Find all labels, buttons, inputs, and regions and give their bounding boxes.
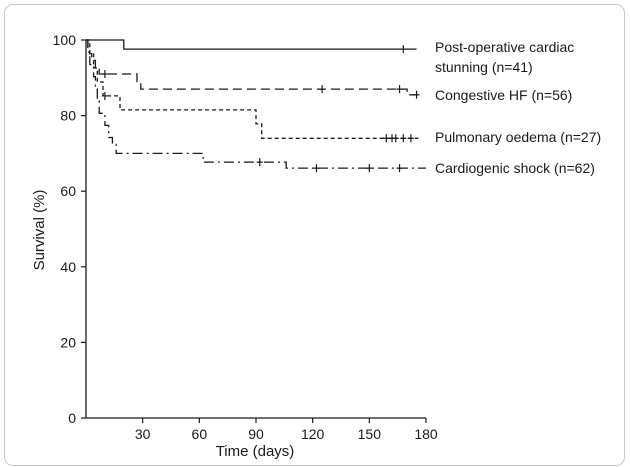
y-tick-label: 40 [60,259,76,275]
series-post-operative-cardiac-stunning [86,39,417,54]
survival-line-cardiogenic-shock [86,39,426,169]
y-tick-label: 0 [68,410,76,426]
series-pulmonary-oedema [86,39,419,143]
y-tick-label: 80 [60,108,76,124]
censor-mark [101,70,108,79]
survival-line-pulmonary-oedema [86,39,419,139]
censor-mark [101,91,108,100]
series-congestive-hf [86,39,423,99]
legend-label-cardiogenic-shock: Cardiogenic shock (n=62) [435,160,595,176]
curves [86,39,426,173]
censor-mark [400,134,407,143]
survival-line-congestive-hf [86,39,423,96]
censor-mark [366,164,373,173]
x-tick-label: 150 [358,426,382,442]
legend: Post-operative cardiac stunning (n=41) Con… [435,39,601,176]
censor-mark [256,158,263,167]
y-axis-title: Survival (%) [31,190,48,271]
censor-mark [383,134,390,143]
censor-mark [319,85,326,94]
x-tick-label: 180 [414,426,438,442]
censor-mark [407,134,414,143]
censor-mark [413,90,420,99]
x-tick-label: 30 [135,426,151,442]
censor-mark [400,45,407,54]
x-tick-label: 60 [192,426,208,442]
x-tick-label: 90 [248,426,264,442]
series-cardiogenic-shock [86,39,426,173]
legend-label-pulmonary-oedema: Pulmonary oedema (n=27) [435,129,601,145]
censor-mark [396,164,403,173]
y-tick-label: 100 [53,32,77,48]
legend-label-post-operative-cardiac-stunning: Post-operative cardiac [435,39,574,55]
y-tick-label: 20 [60,334,76,350]
censor-mark [396,85,403,94]
survival-line-post-operative-cardiac-stunning [86,39,417,50]
censor-mark [313,164,320,173]
legend-label-congestive-hf: Congestive HF (n=56) [435,87,572,103]
axes: 30 60 90 120 150 180 0 20 40 60 80 100 [53,32,438,442]
y-tick-label: 60 [60,183,76,199]
legend-label-post-operative-cardiac-stunning: stunning (n=41) [435,59,533,75]
x-tick-label: 120 [301,426,325,442]
censor-mark [392,134,399,143]
chart-frame [4,4,625,466]
x-axis-title: Time (days) [216,443,295,460]
